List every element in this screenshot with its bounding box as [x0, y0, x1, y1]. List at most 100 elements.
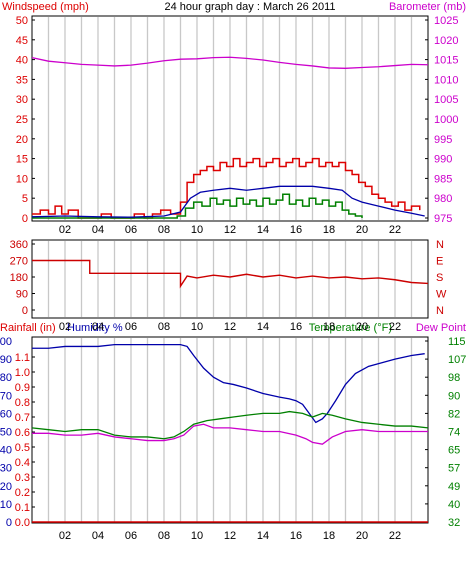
barometer-tick-label: 1025: [434, 15, 458, 27]
windspeed-tick-label: 15: [16, 154, 28, 166]
rainfall-tick-label: 0.7: [15, 412, 30, 424]
direction-panel-series: [32, 259, 429, 289]
barometer-tick-label: 985: [434, 173, 452, 185]
windspeed-tick-label: 40: [16, 55, 28, 67]
x-tick-label: 20: [356, 321, 368, 333]
x-tick-label: 04: [92, 224, 104, 236]
x-tick-label: 16: [290, 321, 302, 333]
x-tick-label: 22: [389, 530, 401, 542]
x-tick-label: 12: [224, 224, 236, 236]
humidity-panel-series: [31, 343, 429, 523]
temperature-tick-label: 65: [448, 445, 460, 457]
humidity-tick-label: 10: [0, 499, 12, 511]
temperature-line: [31, 410, 429, 440]
x-tick-label: 06: [125, 530, 137, 542]
compass-tick-label: S: [436, 272, 443, 284]
x-tick-label: 10: [191, 321, 203, 333]
windspeed-tick-label: 50: [16, 15, 28, 27]
rainfall-tick-label: 0.4: [15, 457, 30, 469]
humidity-tick-label: 80: [0, 372, 12, 384]
humidity-line: [32, 343, 425, 424]
barometer-line: [31, 56, 429, 69]
x-tick-label: 20: [356, 530, 368, 542]
x-tick-label: 10: [191, 530, 203, 542]
x-tick-label: 10: [191, 224, 203, 236]
temperature-tick-label: 57: [448, 463, 460, 475]
x-tick-label: 20: [356, 224, 368, 236]
direction-tick-label: 270: [10, 256, 28, 268]
x-tick-label: 22: [389, 321, 401, 333]
x-axis-tick-labels: 02 04 06 08 10 12 14 16 18 20 22 02 04 06 08 10 12 14 16 18…: [59, 224, 401, 542]
dewpoint-axis-label: Dew Point: [416, 322, 466, 334]
barometer-axis-label: Barometer (mb): [389, 1, 466, 13]
rainfall-tick-label: 0.1: [15, 502, 30, 514]
wind-panel-axes: 0510152025303540455097598098599099510001…: [16, 15, 459, 225]
x-tick-label: 18: [323, 224, 335, 236]
temperature-tick-label: 32: [448, 517, 460, 529]
x-tick-label: 14: [257, 224, 269, 236]
compass-tick-label: E: [436, 256, 443, 268]
wind-direction-line: [32, 259, 429, 289]
rainfall-tick-label: 0.9: [15, 382, 30, 394]
x-tick-label: 12: [224, 321, 236, 333]
direction-tick-label: 360: [10, 239, 28, 251]
temperature-tick-label: 82: [448, 408, 460, 420]
x-tick-label: 18: [323, 321, 335, 333]
x-tick-label: 16: [290, 530, 302, 542]
temperature-tick-label: 90: [448, 390, 460, 402]
compass-tick-label: W: [436, 289, 447, 301]
barometer-tick-label: 975: [434, 213, 452, 225]
x-tick-label: 02: [59, 224, 71, 236]
humidity-tick-label: 90: [0, 354, 12, 366]
humidity-axis-label: Humidity %: [67, 322, 123, 334]
rainfall-tick-label: 0.6: [15, 427, 30, 439]
humidity-tick-label: 20: [0, 481, 12, 493]
compass-tick-label: N: [436, 239, 444, 251]
x-tick-label: 14: [257, 530, 269, 542]
rainfall-tick-label: 1.1: [15, 352, 30, 364]
direction-tick-label: 180: [10, 272, 28, 284]
windspeed-tick-label: 0: [22, 213, 28, 225]
green-wind-line: [32, 193, 363, 219]
temperature-tick-label: 98: [448, 372, 460, 384]
rainfall-tick-label: 1.0: [15, 367, 30, 379]
x-tick-label: 08: [158, 321, 170, 333]
barometer-tick-label: 995: [434, 134, 452, 146]
temperature-axis-label: Temperature (°F): [309, 322, 392, 334]
rainfall-tick-label: 0.3: [15, 472, 30, 484]
x-tick-label: 02: [59, 530, 71, 542]
windspeed-tick-label: 25: [16, 114, 28, 126]
humidity-tick-label: 50: [0, 427, 12, 439]
rainfall-tick-label: 0.8: [15, 397, 30, 409]
x-tick-label: 04: [92, 530, 104, 542]
windspeed-axis-label: Windspeed (mph): [2, 1, 89, 13]
barometer-tick-label: 980: [434, 193, 452, 205]
humidity-tick-label: 100: [0, 336, 12, 348]
x-tick-label: 06: [125, 321, 137, 333]
rainfall-tick-label: 0.0: [15, 517, 30, 529]
x-tick-label: 04: [92, 321, 104, 333]
x-tick-label: 12: [224, 530, 236, 542]
dewpoint-line: [32, 423, 428, 445]
windspeed-tick-label: 45: [16, 35, 28, 47]
windspeed-tick-label: 5: [22, 193, 28, 205]
rainfall-tick-label: 0.5: [15, 442, 30, 454]
x-tick-label: 22: [389, 224, 401, 236]
humidity-tick-label: 40: [0, 445, 12, 457]
x-tick-label: 08: [158, 530, 170, 542]
x-tick-label: 06: [125, 224, 137, 236]
graph-title: 24 hour graph day : March 26 2011: [164, 1, 335, 13]
average-wind-line: [31, 185, 425, 218]
barometer-tick-label: 1005: [434, 94, 458, 106]
humidity-tick-label: 70: [0, 390, 12, 402]
rainfall-tick-label: 0.2: [15, 487, 30, 499]
x-tick-label: 14: [257, 321, 269, 333]
windspeed-tick-label: 30: [16, 94, 28, 106]
temperature-tick-label: 74: [448, 427, 460, 439]
humidity-tick-label: 60: [0, 408, 12, 420]
humidity-tick-label: 30: [0, 463, 12, 475]
humidity-tick-label: 0: [6, 517, 12, 529]
